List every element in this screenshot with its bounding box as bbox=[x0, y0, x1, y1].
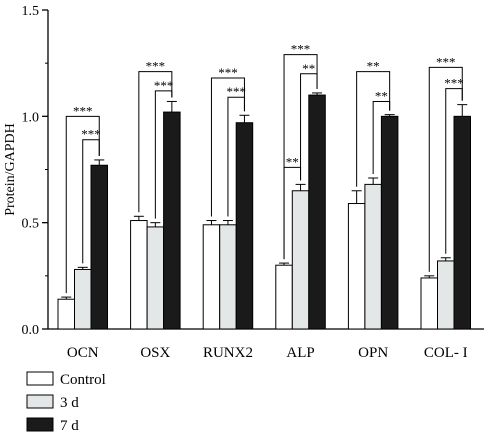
bar-OPN-7d bbox=[380, 115, 399, 330]
bar-OCN-3d bbox=[74, 268, 92, 330]
significance-label: *** bbox=[73, 103, 93, 118]
bar-ALP-Control bbox=[275, 264, 293, 330]
bar-OSX-7d bbox=[163, 111, 181, 330]
legend-label: 7 d bbox=[60, 418, 79, 434]
chart-labels: OCN OSX RUNX2 ALP OPN COL- I bbox=[67, 345, 468, 361]
x-tick-label: OCN bbox=[67, 345, 99, 361]
significance-bracket bbox=[82, 139, 100, 264]
significance-bracket bbox=[138, 71, 173, 213]
bar-COL-I-7d bbox=[453, 115, 471, 330]
significance-bracket bbox=[283, 54, 318, 260]
chart-axes: 0.0 0.5 1.0 1.5 Protein/GAPDH bbox=[3, 4, 484, 338]
bar-RUNX2-3d bbox=[219, 224, 237, 330]
significance-bracket bbox=[154, 90, 173, 219]
x-tick-label: RUNX2 bbox=[203, 345, 253, 361]
significance-bracket bbox=[445, 88, 463, 254]
significance-label: ** bbox=[286, 154, 299, 169]
x-tick-label: COL- I bbox=[424, 345, 468, 361]
significance-label: *** bbox=[444, 76, 464, 91]
significance-label: ** bbox=[367, 59, 380, 74]
significance-bracket bbox=[428, 66, 463, 272]
significance-bracket bbox=[372, 100, 391, 175]
legend-swatch bbox=[26, 417, 54, 432]
significance-bracket bbox=[210, 77, 245, 217]
bar-ALP-3d bbox=[291, 190, 310, 330]
chart-bars bbox=[57, 92, 471, 330]
legend-label: Control bbox=[60, 372, 106, 388]
significance-label: *** bbox=[218, 65, 238, 80]
bar-OCN-Control bbox=[57, 298, 75, 330]
bar-OCN-7d bbox=[90, 164, 108, 330]
significance-label: *** bbox=[436, 54, 456, 69]
significance-bracket bbox=[283, 166, 302, 260]
y-tick-label: 1.0 bbox=[22, 110, 40, 125]
legend-swatch bbox=[26, 394, 54, 409]
significance-brackets: *********************************** bbox=[65, 42, 464, 294]
bar-OSX-Control bbox=[130, 220, 148, 330]
significance-label: *** bbox=[154, 78, 174, 93]
significance-label: *** bbox=[146, 59, 166, 74]
bar-RUNX2-Control bbox=[202, 224, 221, 330]
x-tick-label: ALP bbox=[286, 345, 314, 361]
bar-OPN-3d bbox=[364, 183, 382, 330]
y-tick-label: 0.0 bbox=[22, 323, 40, 338]
significance-label: *** bbox=[226, 84, 246, 99]
bar-ALP-7d bbox=[308, 94, 326, 330]
significance-label: *** bbox=[81, 127, 101, 142]
significance-label: ** bbox=[375, 88, 388, 103]
significance-bracket bbox=[65, 115, 100, 294]
bar-COL-I-Control bbox=[420, 277, 438, 330]
significance-label: *** bbox=[291, 42, 311, 57]
bar-OSX-3d bbox=[146, 226, 165, 330]
significance-bracket bbox=[300, 73, 318, 181]
x-tick-label: OSX bbox=[140, 345, 170, 361]
bar-RUNX2-7d bbox=[235, 122, 254, 330]
bar-OPN-Control bbox=[347, 203, 366, 330]
significance-label: ** bbox=[302, 61, 315, 76]
chart-legend: Control 3 d 7 d bbox=[26, 371, 106, 434]
y-tick-label: 1.5 bbox=[22, 4, 40, 19]
significance-bracket bbox=[356, 71, 391, 187]
x-tick-label: OPN bbox=[358, 345, 388, 361]
significance-bracket bbox=[227, 96, 245, 217]
legend-swatch bbox=[26, 371, 54, 386]
legend-label: 3 d bbox=[60, 395, 79, 411]
y-axis-label: Protein/GAPDH bbox=[3, 123, 18, 216]
y-tick-label: 0.5 bbox=[22, 217, 40, 232]
bar-COL-I-3d bbox=[437, 260, 455, 330]
